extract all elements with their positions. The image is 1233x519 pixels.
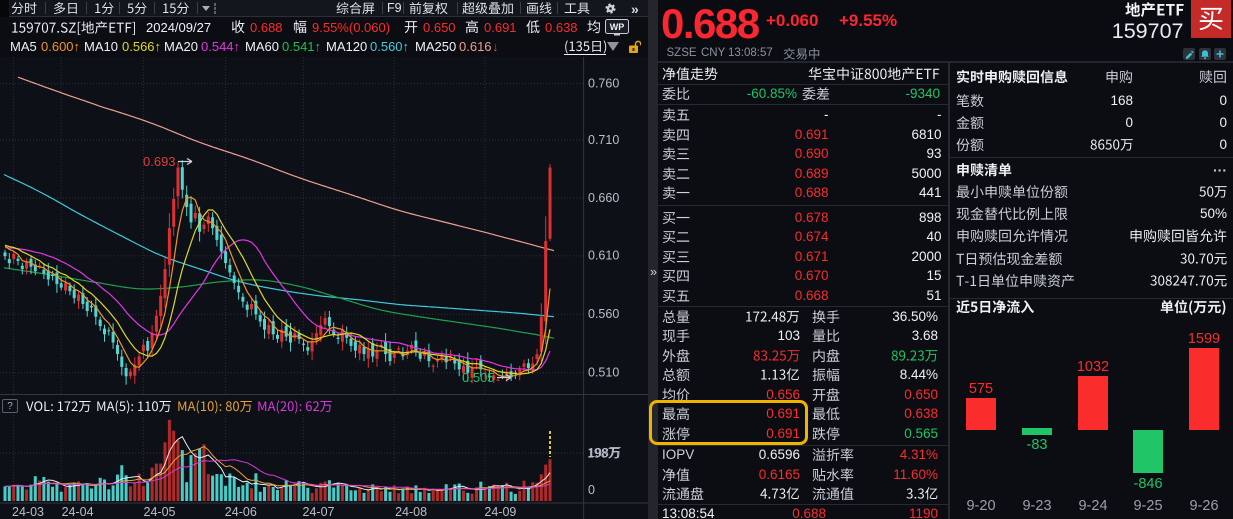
svg-text:24-05: 24-05 <box>144 505 176 519</box>
svg-text:24-08: 24-08 <box>395 505 427 519</box>
svg-text:24-04: 24-04 <box>62 505 94 519</box>
svg-text:0.760: 0.760 <box>588 77 619 91</box>
svg-text:0.560: 0.560 <box>588 307 619 321</box>
svg-text:24-09: 24-09 <box>484 505 516 519</box>
svg-text:24-07: 24-07 <box>303 505 335 519</box>
svg-text:WP: WP <box>610 22 625 32</box>
svg-text:0: 0 <box>588 483 595 497</box>
svg-text:0.710: 0.710 <box>588 133 619 147</box>
svg-text:0.660: 0.660 <box>588 191 619 205</box>
svg-text:0.693: 0.693 <box>143 154 176 169</box>
svg-text:24-06: 24-06 <box>225 505 257 519</box>
svg-text:0.610: 0.610 <box>588 249 619 263</box>
svg-text:0.510: 0.510 <box>588 366 619 380</box>
svg-text:0.505: 0.505 <box>462 370 495 385</box>
svg-text:24-03: 24-03 <box>12 505 44 519</box>
